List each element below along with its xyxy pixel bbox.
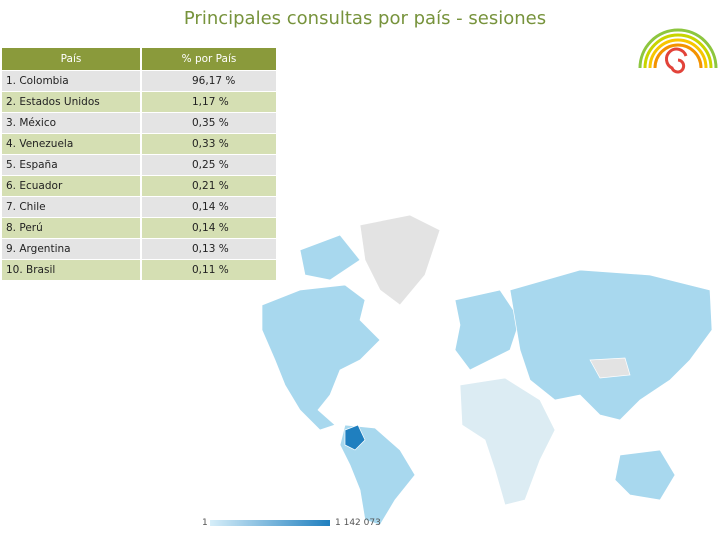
australia: [614, 449, 676, 501]
table-row: 5. España 0,25 %: [2, 155, 276, 175]
country-cell: 2. Estados Unidos: [2, 92, 140, 112]
world-map: [261, 214, 713, 526]
percent-cell: 0,14 %: [142, 218, 276, 238]
legend-max: 1 142 073: [335, 518, 381, 528]
table-row: 4. Venezuela 0,33 %: [2, 134, 276, 154]
table-row: 1. Colombia 96,17 %: [2, 71, 276, 91]
percent-cell: 0,21 %: [142, 176, 276, 196]
greenland: [359, 214, 441, 306]
column-header: País: [2, 48, 140, 70]
logo: [638, 28, 718, 74]
country-cell: 8. Perú: [2, 218, 140, 238]
country-table: País % por País 1. Colombia 96,17 % 2. Est…: [0, 47, 278, 281]
europe: [454, 289, 521, 371]
header-row: País % por País: [2, 48, 276, 70]
asia: [509, 269, 713, 421]
country-cell: 4. Venezuela: [2, 134, 140, 154]
percent-cell: 1,17 %: [142, 92, 276, 112]
table-row: 6. Ecuador 0,21 %: [2, 176, 276, 196]
table-row: 7. Chile 0,14 %: [2, 197, 276, 217]
south-america: [339, 424, 416, 526]
country-cell: 10. Brasil: [2, 260, 140, 280]
table-row: 10. Brasil 0,11 %: [2, 260, 276, 280]
north-america: [261, 284, 381, 431]
percent-cell: 0,35 %: [142, 113, 276, 133]
table-row: 2. Estados Unidos 1,17 %: [2, 92, 276, 112]
table-row: 9. Argentina 0,13 %: [2, 239, 276, 259]
percent-cell: 0,11 %: [142, 260, 276, 280]
percent-cell: 0,14 %: [142, 197, 276, 217]
table-row: 8. Perú 0,14 %: [2, 218, 276, 238]
country-cell: 7. Chile: [2, 197, 140, 217]
country-cell: 6. Ecuador: [2, 176, 140, 196]
colombia: [344, 424, 366, 451]
canada-islands: [299, 234, 361, 281]
column-header: % por País: [142, 48, 276, 70]
country-cell: 5. España: [2, 155, 140, 175]
percent-cell: 0,13 %: [142, 239, 276, 259]
legend-min: 1: [202, 518, 208, 528]
percent-cell: 0,33 %: [142, 134, 276, 154]
percent-cell: 96,17 %: [142, 71, 276, 91]
africa: [459, 377, 556, 506]
country-cell: 9. Argentina: [2, 239, 140, 259]
mongolia: [589, 357, 631, 379]
percent-cell: 0,25 %: [142, 155, 276, 175]
country-cell: 1. Colombia: [2, 71, 140, 91]
slide-title: Principales consultas por país - sesione…: [183, 8, 547, 29]
table-body: 1. Colombia 96,17 % 2. Estados Unidos 1,17 …: [2, 71, 276, 280]
legend-gradient: [210, 520, 330, 526]
country-cell: 3. México: [2, 113, 140, 133]
table-row: 3. México 0,35 %: [2, 113, 276, 133]
